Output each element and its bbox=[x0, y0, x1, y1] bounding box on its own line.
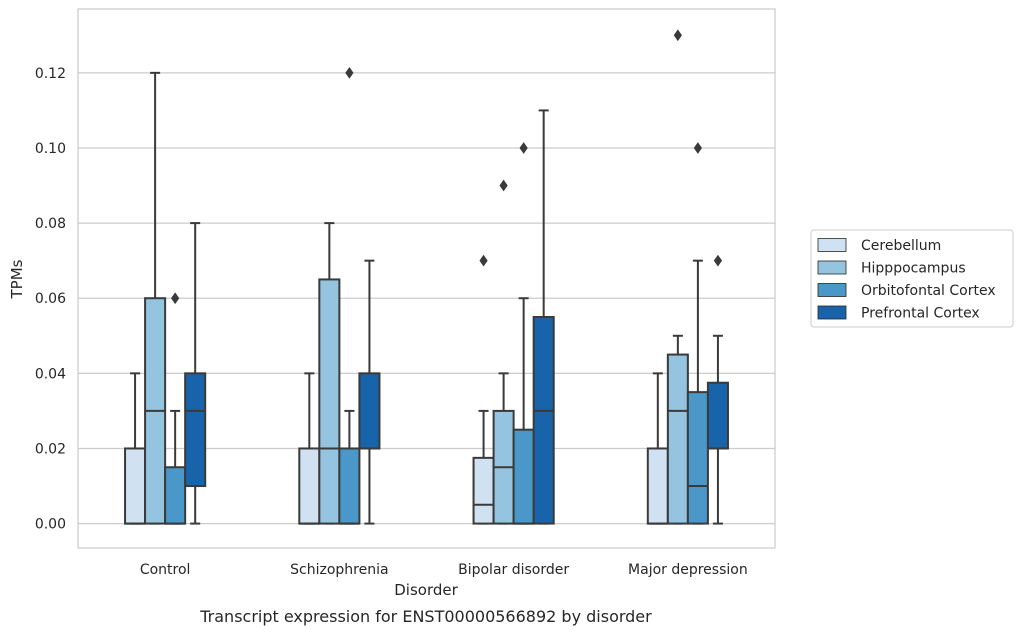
box-prefrontal-cortex bbox=[532, 109, 555, 525]
box-body bbox=[532, 316, 555, 525]
legend-swatch bbox=[817, 260, 847, 275]
outlier-point bbox=[499, 179, 508, 192]
y-tick-label: 0.00 bbox=[35, 517, 66, 533]
box-body bbox=[646, 447, 669, 525]
box-hipppocampus bbox=[492, 179, 515, 525]
box-body bbox=[298, 447, 321, 525]
legend-entry-label: Cerebellum bbox=[861, 238, 941, 254]
x-tick-label: Major depression bbox=[628, 562, 748, 578]
box-body bbox=[184, 372, 207, 488]
box-body bbox=[472, 456, 495, 525]
box-orbitofontal-cortex bbox=[164, 292, 187, 525]
outlier-point bbox=[519, 142, 528, 154]
legend-entry-label: Prefrontal Cortex bbox=[861, 306, 980, 322]
box-prefrontal-cortex bbox=[184, 222, 207, 525]
y-tick-label: 0.10 bbox=[35, 141, 66, 157]
x-tick-labels: Control Schizophrenia Bipolar disorder Majo… bbox=[140, 562, 748, 578]
box-hipppocampus bbox=[666, 29, 689, 525]
box-prefrontal-cortex bbox=[358, 259, 381, 525]
legend-swatch bbox=[817, 238, 847, 252]
legend-entry-label: Orbitofontal Cortex bbox=[861, 283, 996, 299]
y-tick-labels: 0.00 0.02 0.04 0.06 0.08 0.10 0.12 bbox=[35, 66, 66, 533]
outlier-point bbox=[713, 254, 723, 267]
y-tick-label: 0.06 bbox=[35, 291, 66, 307]
outlier-point bbox=[345, 66, 354, 79]
box-body bbox=[512, 428, 535, 525]
outlier-point bbox=[673, 29, 682, 42]
box-orbitofontal-cortex bbox=[512, 142, 535, 525]
box-body bbox=[124, 447, 147, 525]
box-body bbox=[338, 447, 361, 525]
box-body bbox=[706, 381, 729, 450]
box-body bbox=[358, 372, 381, 450]
box-cerebellum bbox=[646, 372, 669, 525]
legend: Cerebellum Hipppocampus Orbitofontal Corte… bbox=[810, 229, 1014, 328]
legend-frame bbox=[810, 229, 1014, 328]
outlier-point bbox=[693, 142, 703, 154]
box-body bbox=[666, 353, 689, 525]
x-tick-label: Bipolar disorder bbox=[458, 562, 569, 578]
box-orbitofontal-cortex bbox=[686, 142, 709, 525]
y-tick-label: 0.02 bbox=[35, 441, 66, 457]
box-cerebellum bbox=[124, 372, 147, 525]
y-tick-label: 0.08 bbox=[35, 216, 66, 232]
box-body bbox=[318, 278, 341, 525]
box-marks bbox=[124, 29, 729, 525]
box-body bbox=[686, 391, 709, 525]
x-axis-label: Disorder bbox=[394, 581, 458, 599]
y-axis-label: TPMs bbox=[8, 259, 26, 299]
box-hipppocampus bbox=[318, 222, 341, 525]
box-body bbox=[164, 466, 187, 525]
x-tick-label: Schizophrenia bbox=[290, 562, 388, 578]
legend-swatch bbox=[817, 283, 847, 297]
box-cerebellum bbox=[298, 372, 321, 525]
legend-swatch bbox=[817, 305, 847, 320]
legend-entry-label: Hipppocampus bbox=[861, 261, 966, 277]
outlier-point bbox=[479, 254, 488, 267]
y-tick-label: 0.04 bbox=[35, 366, 66, 382]
x-tick-label: Control bbox=[140, 562, 191, 578]
outlier-point bbox=[171, 292, 180, 305]
box-prefrontal-cortex bbox=[706, 254, 729, 525]
box-orbitofontal-cortex bbox=[338, 66, 361, 525]
box-hipppocampus bbox=[144, 71, 167, 525]
plot-area-frame bbox=[77, 8, 776, 549]
y-tick-label: 0.12 bbox=[35, 66, 66, 82]
chart-caption: Transcript expression for ENST0000056689… bbox=[199, 607, 652, 626]
